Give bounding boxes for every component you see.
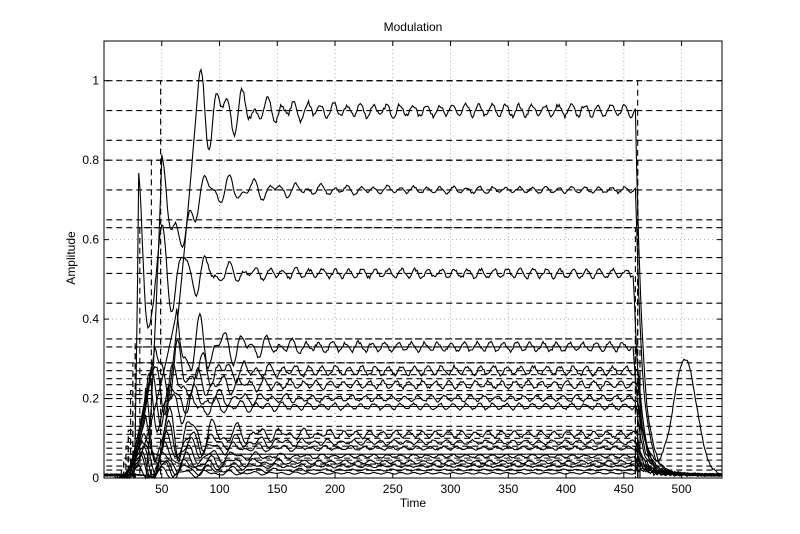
y-tick-label: 0.6 [82,233,99,247]
response-trace [103,463,723,479]
response-trace [103,387,723,480]
response-trace [103,172,723,479]
response-trace [103,68,723,480]
response-trace [103,450,723,479]
x-axis-title: Time [400,496,427,510]
response-trace [103,453,722,479]
x-tick-label: 300 [441,482,461,496]
response-trace [103,439,723,479]
response-trace [103,363,723,480]
y-tick-label: 0 [92,471,99,485]
x-tick-label: 200 [325,482,345,496]
response-trace [103,414,723,479]
chart-title: Modulation [384,20,443,34]
response-trace [103,370,723,480]
axes-box [103,40,723,479]
x-tick-label: 500 [672,482,692,496]
x-tick-label: 450 [614,482,634,496]
response-trace [103,154,723,480]
x-tick-label: 150 [267,482,287,496]
response-trace [103,308,723,479]
y-axis-title: Amplitude [64,231,78,285]
y-tick-label: 1 [92,74,99,88]
x-tick-label: 400 [556,482,576,496]
y-tick-label: 0.4 [82,312,99,326]
y-tick-label: 0.8 [82,153,99,167]
response-trace [103,371,723,480]
x-tick-label: 50 [155,482,169,496]
response-trace [103,430,723,479]
x-tick-label: 250 [383,482,403,496]
response-trace [104,339,723,480]
x-tick-label: 100 [209,482,229,496]
y-tick-label: 0.2 [82,392,99,406]
plot-area: 50 100 150 200 250 300 350 400 450 500 0 0.2 0.4 0.6 0… [82,40,723,496]
x-tick-label: 350 [498,482,518,496]
